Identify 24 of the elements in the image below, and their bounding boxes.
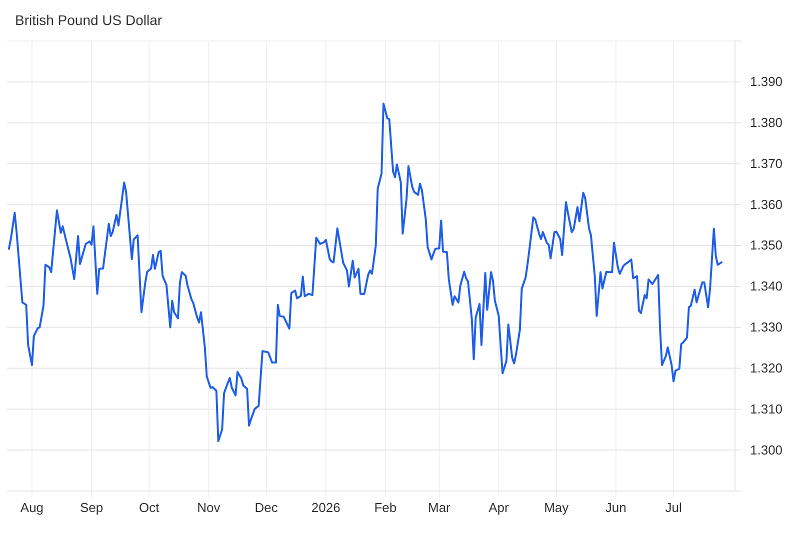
x-tick-label: Dec (254, 500, 278, 516)
x-tick-label: Feb (374, 500, 397, 516)
x-tick-label: Mar (428, 500, 452, 516)
x-tick-label: Jun (605, 500, 626, 516)
chart-title: British Pound US Dollar (15, 12, 162, 28)
y-tick-label: 1.330 (750, 320, 783, 335)
x-tick-label: Sep (80, 500, 104, 516)
y-tick-label: 1.300 (750, 442, 783, 458)
x-tick-label: May (544, 500, 570, 516)
y-tick-label: 1.390 (750, 74, 783, 90)
y-tick-label: 1.370 (750, 156, 783, 171)
y-tick-label: 1.380 (750, 114, 783, 130)
y-tick-label: 1.320 (750, 360, 783, 376)
line-series (8, 102, 723, 442)
x-tick-label: Jul (665, 500, 682, 516)
x-tick-label: Nov (197, 500, 221, 516)
x-tick-label: 2026 (311, 500, 340, 516)
y-tick-label: 1.310 (750, 401, 783, 416)
x-tick-label: Apr (488, 500, 510, 516)
y-tick-label: 1.360 (750, 196, 783, 212)
y-tick-label: 1.350 (750, 238, 783, 253)
y-tick-label: 1.340 (750, 278, 783, 294)
x-tick-label: Aug (20, 500, 44, 516)
x-tick-label: Oct (139, 500, 160, 516)
